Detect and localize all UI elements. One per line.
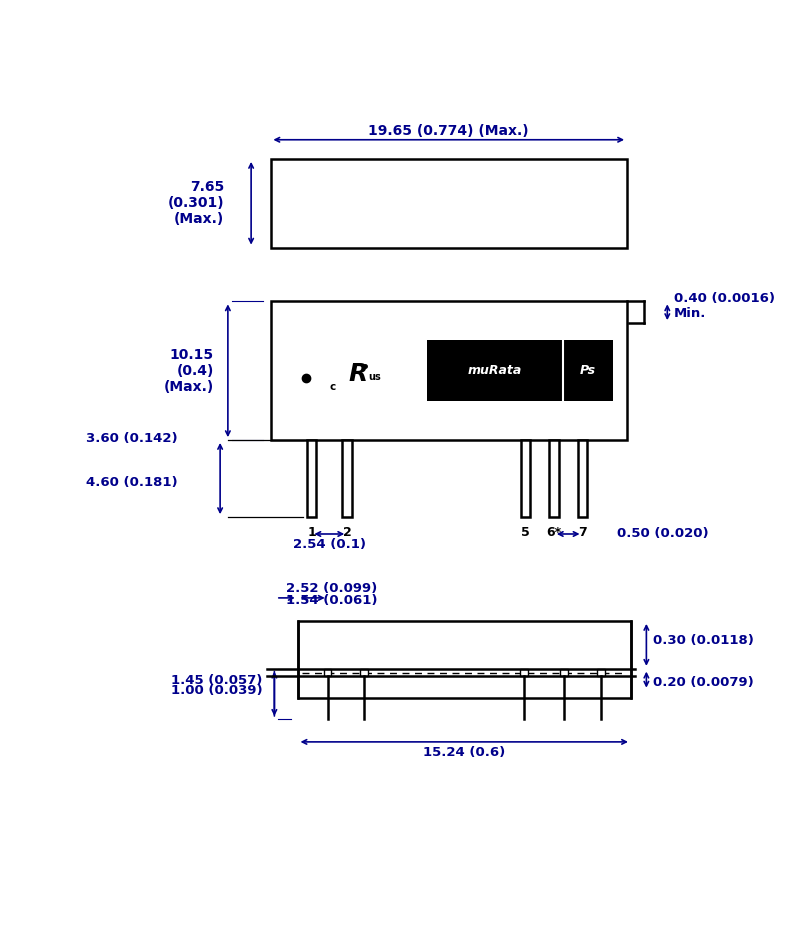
Text: 0.50 (0.020): 0.50 (0.020) (618, 527, 709, 540)
Bar (324, 668, 331, 677)
Text: 3.60 (0.142): 3.60 (0.142) (86, 432, 178, 445)
Text: R: R (348, 362, 367, 385)
Text: 1: 1 (307, 526, 316, 540)
Bar (521, 440, 530, 517)
Text: 15.24 (0.6): 15.24 (0.6) (423, 746, 506, 760)
Bar (520, 668, 528, 677)
Bar (578, 440, 587, 517)
Bar (361, 668, 368, 677)
Bar (342, 440, 352, 517)
Text: 6*: 6* (546, 526, 562, 540)
Bar (307, 440, 316, 517)
Text: 7: 7 (578, 526, 587, 540)
Text: 4.60 (0.181): 4.60 (0.181) (86, 476, 178, 489)
Text: muRata: muRata (468, 364, 522, 377)
Text: 0.40 (0.0016)
Min.: 0.40 (0.0016) Min. (674, 292, 774, 320)
Text: 2.54 (0.1): 2.54 (0.1) (293, 539, 366, 551)
Text: 2: 2 (342, 526, 351, 540)
Text: c: c (330, 383, 336, 392)
Bar (550, 440, 558, 517)
Bar (270, 159, 627, 247)
Text: 5: 5 (521, 526, 530, 540)
Text: 0.20 (0.0079): 0.20 (0.0079) (653, 676, 754, 689)
Text: 10.15
(0.4)
(Max.): 10.15 (0.4) (Max.) (164, 348, 214, 394)
Bar (427, 340, 613, 401)
Bar (270, 302, 627, 440)
Text: 0.30 (0.0118): 0.30 (0.0118) (653, 634, 754, 647)
Text: 19.65 (0.774) (Max.): 19.65 (0.774) (Max.) (369, 123, 529, 137)
Bar (560, 668, 568, 677)
Text: 1.54 (0.061): 1.54 (0.061) (286, 594, 378, 606)
Text: 2.52 (0.099): 2.52 (0.099) (286, 582, 378, 595)
Text: Ps: Ps (580, 364, 596, 377)
Text: us: us (369, 372, 382, 383)
Bar (298, 621, 631, 698)
Bar (597, 668, 605, 677)
Text: 1.00 (0.039): 1.00 (0.039) (171, 683, 262, 697)
Text: 7.65
(0.301)
(Max.): 7.65 (0.301) (Max.) (167, 180, 224, 227)
Text: 1.45 (0.057): 1.45 (0.057) (171, 674, 262, 687)
